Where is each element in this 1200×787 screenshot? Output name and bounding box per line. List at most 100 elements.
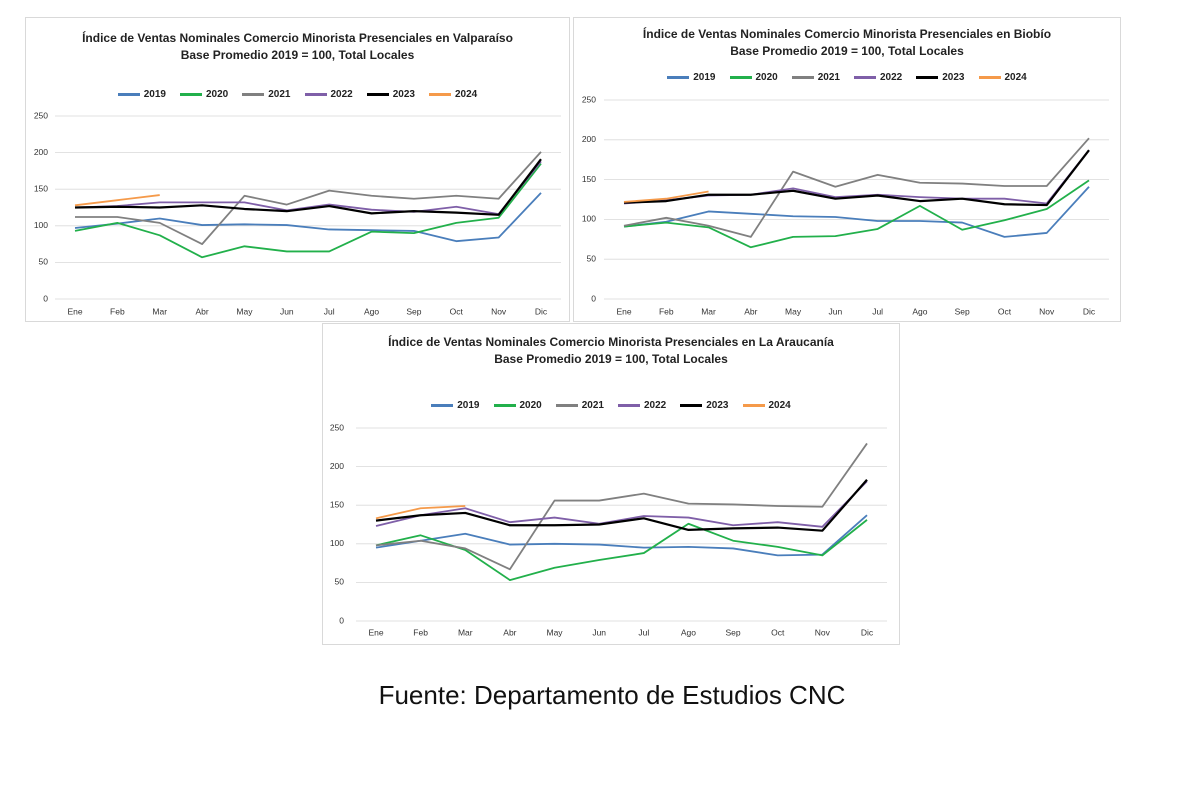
source-note: Fuente: Departamento de Estudios CNC xyxy=(378,680,846,710)
y-tick-label: 250 xyxy=(34,110,48,120)
x-tick-label: May xyxy=(785,306,802,316)
series-line xyxy=(623,186,1090,238)
y-tick-label: 200 xyxy=(34,147,48,157)
legend-swatch xyxy=(618,404,640,407)
legend-item: 2023 xyxy=(680,400,729,411)
legend-item: 2019 xyxy=(431,400,480,411)
legend-item: 2020 xyxy=(493,400,542,411)
y-tick-label: 150 xyxy=(330,499,344,509)
legend-swatch xyxy=(978,76,1001,79)
x-tick-label: Nov xyxy=(815,627,831,637)
legend-swatch xyxy=(729,76,752,79)
y-tick-label: 200 xyxy=(330,461,344,471)
legend-item: 2020 xyxy=(729,72,778,83)
x-tick-label: Feb xyxy=(659,306,674,316)
series-line xyxy=(623,179,1090,249)
legend-label: 2024 xyxy=(1004,72,1027,83)
legend-label: 2022 xyxy=(880,72,903,83)
legend-swatch xyxy=(791,76,814,79)
legend-item: 2019 xyxy=(667,72,716,83)
chart-title: Índice de Ventas Nominales Comercio Mino… xyxy=(82,31,513,45)
y-tick-label: 250 xyxy=(330,422,344,432)
legend-label: 2019 xyxy=(457,400,480,411)
series-line xyxy=(74,192,542,243)
legend-swatch xyxy=(366,93,389,96)
legend-item: 2021 xyxy=(791,72,840,83)
y-tick-label: 100 xyxy=(34,220,48,230)
legend-swatch xyxy=(117,93,140,96)
x-tick-label: Jun xyxy=(592,627,606,637)
series-line xyxy=(375,478,868,532)
x-tick-label: Abr xyxy=(195,306,208,316)
legend-label: 2020 xyxy=(206,89,229,100)
x-tick-label: Oct xyxy=(771,627,785,637)
x-tick-label: Jun xyxy=(280,306,294,316)
legend-label: 2023 xyxy=(392,89,415,100)
legend-label: 2023 xyxy=(706,400,729,411)
legend-swatch xyxy=(429,93,451,96)
legend-swatch xyxy=(916,76,939,79)
x-tick-label: Ene xyxy=(616,306,631,316)
legend-item: 2021 xyxy=(555,400,604,411)
y-tick-label: 200 xyxy=(582,134,596,144)
y-tick-label: 150 xyxy=(34,183,48,193)
legend-item: 2023 xyxy=(916,72,965,83)
legend: 2019 2020 2021 2022 2023 2024 xyxy=(323,400,899,411)
chart-panel: Índice de Ventas Nominales Comercio Mino… xyxy=(25,17,570,322)
series-line xyxy=(74,158,542,216)
legend-label: 2020 xyxy=(755,72,778,83)
chart-subtitle: Base Promedio 2019 = 100, Total Locales xyxy=(730,44,964,58)
x-tick-label: Sep xyxy=(726,627,741,637)
legend-item: 2022 xyxy=(854,72,902,83)
legend-label: 2021 xyxy=(817,72,840,83)
series-line xyxy=(74,194,160,207)
y-tick-label: 150 xyxy=(582,174,596,184)
x-tick-label: Jun xyxy=(829,306,843,316)
legend-item: 2022 xyxy=(304,89,353,100)
legend-label: 2020 xyxy=(519,400,542,411)
x-tick-label: Oct xyxy=(998,306,1012,316)
chart-title: Índice de Ventas Nominales Comercio Mino… xyxy=(642,27,1052,41)
plot: 0 50 100 150 200 250 Ene Feb Mar Abr May Jun Jul Ago S… xyxy=(34,110,561,316)
x-tick-label: Oct xyxy=(450,306,464,316)
y-tick-label: 50 xyxy=(39,257,49,267)
x-tick-label: Ago xyxy=(681,627,696,637)
series-line xyxy=(74,163,542,259)
series-line xyxy=(375,442,868,571)
series-line xyxy=(375,505,466,520)
y-tick-label: 250 xyxy=(582,94,596,104)
series-line xyxy=(623,149,1090,205)
legend-item: 2022 xyxy=(618,400,666,411)
legend-swatch xyxy=(493,404,516,407)
x-tick-label: May xyxy=(236,306,253,316)
x-tick-label: Dic xyxy=(1083,306,1096,316)
x-tick-label: Jul xyxy=(324,306,335,316)
chart-title: Índice de Ventas Nominales Comercio Mino… xyxy=(388,335,834,349)
legend: 2019 2020 2021 2022 2023 2024 xyxy=(26,89,569,100)
x-tick-label: Sep xyxy=(955,306,970,316)
x-tick-label: Dic xyxy=(861,627,874,637)
legend-swatch xyxy=(180,93,202,96)
series-line xyxy=(75,151,542,245)
legend-label: 2024 xyxy=(455,89,478,100)
legend-swatch xyxy=(667,76,690,79)
series-line xyxy=(623,149,1090,207)
legend-item: 2021 xyxy=(242,89,291,100)
chart-subtitle: Base Promedio 2019 = 100, Total Locales xyxy=(180,48,415,62)
title-block: Índice de Ventas Nominales Comercio Mino… xyxy=(78,30,518,64)
legend-item: 2024 xyxy=(978,72,1027,83)
x-tick-label: May xyxy=(547,627,564,637)
x-tick-label: Abr xyxy=(744,306,757,316)
x-tick-label: Nov xyxy=(491,306,507,316)
series-line xyxy=(623,137,1090,238)
plot: 0 50 100 150 200 250 Ene Feb Mar Abr May Jun Jul Ago S… xyxy=(582,94,1109,316)
legend-item: 2020 xyxy=(180,89,228,100)
series-line xyxy=(375,514,868,557)
x-tick-label: Mar xyxy=(458,627,473,637)
y-tick-label: 50 xyxy=(587,253,597,263)
x-tick-label: Jul xyxy=(872,306,883,316)
y-tick-label: 0 xyxy=(43,293,48,303)
x-tick-label: Jul xyxy=(638,627,649,637)
legend-item: 2024 xyxy=(429,89,477,100)
legend-swatch xyxy=(304,93,327,96)
